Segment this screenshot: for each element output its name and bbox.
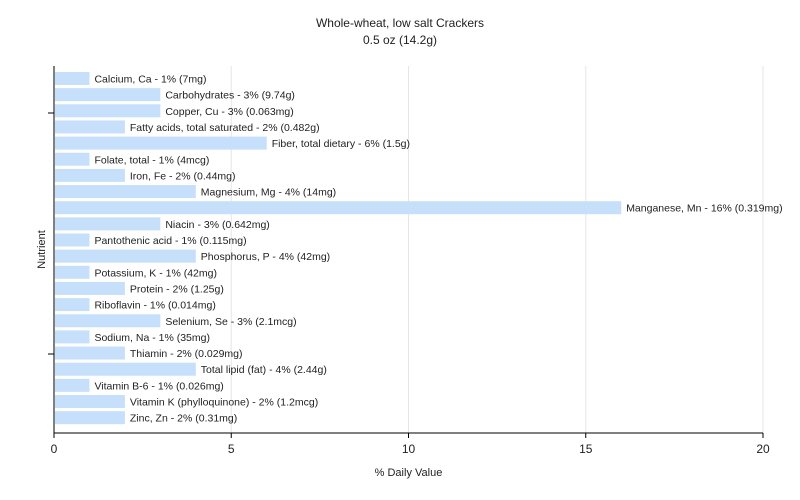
bar: [55, 120, 125, 134]
bar-label: Magnesium, Mg - 4% (14mg): [201, 187, 336, 199]
bar: [55, 152, 90, 166]
bar: [55, 395, 125, 408]
bar-label: Phosphorus, P - 4% (42mg): [201, 251, 330, 263]
x-axis-label: % Daily Value: [375, 467, 443, 479]
bar: [55, 298, 90, 312]
bar-label: Sodium, Na - 1% (35mg): [94, 332, 210, 344]
bar-label: Selenium, Se - 3% (2.1mcg): [165, 316, 296, 328]
bar-label: Calcium, Ca - 1% (7mg): [94, 74, 206, 86]
bar: [55, 217, 161, 231]
bar: [55, 136, 267, 150]
bar: [55, 314, 161, 328]
bar: [55, 265, 90, 279]
bar-label: Niacin - 3% (0.642mg): [165, 219, 269, 231]
bar: [55, 233, 90, 247]
bar: [55, 201, 622, 215]
bar-label: Pantothenic acid - 1% (0.115mg): [94, 235, 246, 247]
x-tick-label: 5: [228, 442, 235, 456]
bar: [55, 249, 196, 263]
x-tick-label: 20: [756, 442, 770, 456]
bar-label: Potassium, K - 1% (42mg): [94, 267, 217, 279]
x-tick-label: 15: [579, 442, 593, 456]
bar-label: Thiamin - 2% (0.029mg): [130, 348, 243, 360]
bar-label: Copper, Cu - 3% (0.063mg): [165, 106, 293, 118]
bar: [55, 362, 196, 376]
bar-label: Vitamin B-6 - 1% (0.026mg): [94, 380, 223, 392]
chart-title: Whole-wheat, low salt Crackers: [315, 16, 485, 30]
bar-label: Iron, Fe - 2% (0.44mg): [130, 170, 236, 182]
bar: [55, 411, 125, 425]
bar-label: Fiber, total dietary - 6% (1.5g): [272, 138, 410, 150]
bar-label: Vitamin K (phylloquinone) - 2% (1.2mcg): [130, 397, 318, 409]
bar: [55, 378, 90, 392]
x-tick-label: 0: [51, 442, 58, 456]
x-tick-label: 10: [402, 442, 416, 456]
bar: [55, 330, 90, 344]
bar: [55, 168, 125, 182]
bar: [55, 185, 196, 199]
chart-subtitle: 0.5 oz (14.2g): [362, 33, 438, 47]
bar: [55, 72, 90, 85]
bar-label: Folate, total - 1% (4mcg): [94, 154, 209, 166]
bar: [55, 104, 161, 118]
bar-label: Manganese, Mn - 16% (0.319mg): [626, 203, 782, 215]
bar: [55, 281, 125, 295]
bar: [55, 88, 161, 102]
bar-label: Zinc, Zn - 2% (0.31mg): [130, 413, 237, 425]
bar-label: Riboflavin - 1% (0.014mg): [94, 300, 215, 312]
bar-label: Total lipid (fat) - 4% (2.44g): [201, 364, 327, 376]
y-axis-label: Nutrient: [36, 230, 48, 269]
bar-label: Fatty acids, total saturated - 2% (0.482…: [130, 122, 320, 134]
bar-label: Protein - 2% (1.25g): [130, 283, 224, 295]
bar: [55, 346, 125, 360]
bar-label: Carbohydrates - 3% (9.74g): [165, 90, 295, 102]
